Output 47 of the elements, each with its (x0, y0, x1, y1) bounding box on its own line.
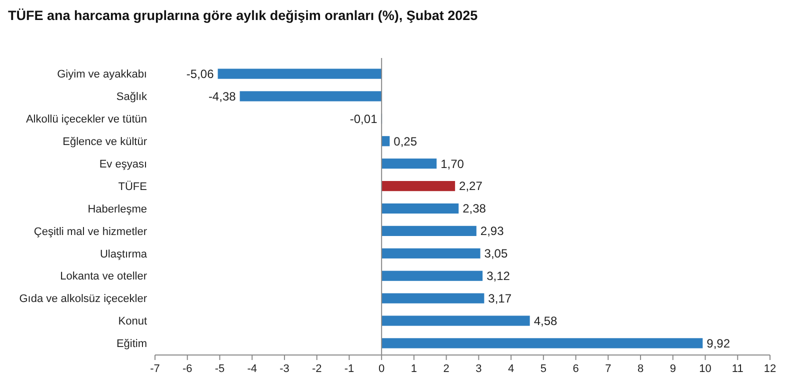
data-label: 2,27 (459, 179, 483, 194)
x-tick-label: -4 (247, 363, 257, 375)
y-tick-label: Giyim ve ayakkabı (57, 68, 147, 81)
data-label: 9,92 (706, 336, 730, 350)
data-label: 3,12 (486, 269, 510, 284)
y-tick-label: Gıda ve alkolsüz içecekler (19, 293, 148, 306)
data-label: 4,58 (534, 314, 558, 328)
y-tick-label: Eğitim (116, 338, 147, 350)
data-label: -5,06 (186, 66, 214, 81)
y-tick-label: Konut (118, 316, 147, 328)
data-label: 0,25 (394, 134, 418, 148)
chart-title: TÜFE ana harcama gruplarına göre aylık değişim oranları (%), Şubat 2025 (8, 8, 478, 23)
y-tick-label: Sağlık (116, 91, 148, 104)
y-tick-label: Ev eşyası (99, 158, 147, 170)
y-tick-label: Haberleşme (88, 203, 147, 216)
x-tick-label: 9 (670, 363, 676, 375)
x-tick-label: -6 (182, 363, 192, 375)
x-tick-label: -1 (344, 363, 354, 375)
x-tick-label: 7 (605, 363, 612, 375)
y-tick-label: Çeşitli mal ve hizmetler (34, 226, 148, 238)
y-tick-label: Eğlence ve kültür (62, 136, 148, 148)
x-tick-label: 1 (410, 363, 418, 375)
x-tick-label: -7 (150, 363, 160, 375)
y-tick-label: Ulaştırma (100, 248, 148, 260)
x-tick-label: 4 (508, 363, 514, 375)
data-label: 3,05 (484, 246, 508, 261)
x-tick-label: 8 (637, 363, 644, 375)
x-tick-label: 6 (572, 363, 579, 375)
data-label: -4,38 (208, 89, 236, 104)
y-tick-label: Alkollü içecekler ve tütün (26, 114, 147, 126)
x-tick-label: 10 (699, 363, 712, 375)
data-label: 3,17 (488, 292, 512, 306)
data-label: 1,70 (440, 156, 464, 171)
x-tick-label: -5 (214, 363, 225, 375)
data-label: -0,01 (350, 112, 378, 126)
x-tick-label: 0 (378, 363, 385, 375)
x-tick-label: -2 (312, 363, 322, 375)
y-tick-label: Lokanta ve oteller (60, 270, 148, 283)
x-tick-label: 5 (540, 363, 546, 375)
x-tick-label: 2 (443, 363, 450, 375)
x-tick-label: 11 (732, 363, 744, 375)
y-tick-label: TÜFE (118, 180, 147, 193)
x-tick-label: 3 (476, 363, 482, 375)
data-label: 2,38 (462, 202, 486, 216)
data-label: 2,93 (480, 224, 504, 238)
x-tick-label: -3 (280, 363, 290, 375)
x-tick-label: 12 (764, 363, 776, 375)
